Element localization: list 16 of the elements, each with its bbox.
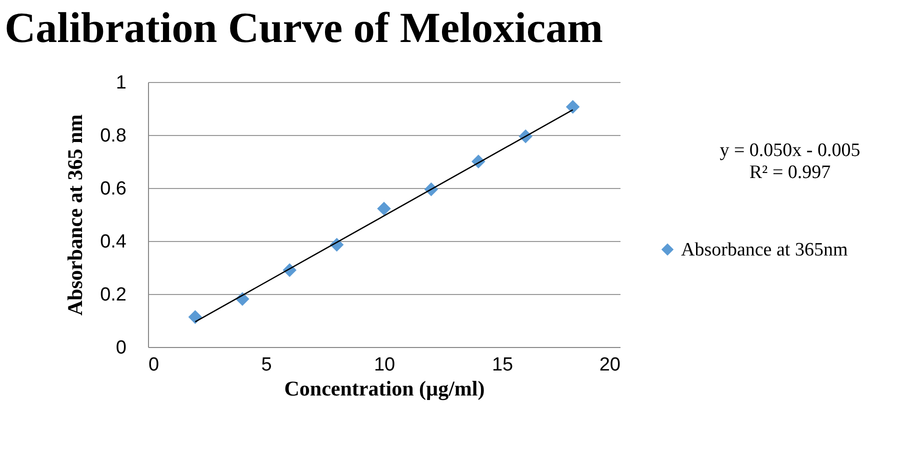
x-tick-label: 15 bbox=[492, 354, 514, 376]
y-tick-label: 0.8 bbox=[100, 126, 126, 146]
x-axis-title: Concentration (µg/ml) bbox=[284, 376, 485, 400]
y-tick-label: 1 bbox=[116, 72, 126, 94]
x-tick-label: 20 bbox=[599, 354, 620, 376]
legend-label: Absorbance at 365nm bbox=[681, 240, 848, 260]
chart-title: Calibration Curve of Meloxicam bbox=[4, 5, 604, 52]
y-tick-label: 0.6 bbox=[100, 178, 126, 200]
y-tick-label: 0.2 bbox=[100, 284, 126, 306]
y-axis-title: Absorbance at 365 nm bbox=[63, 114, 88, 316]
text: y = 0.050x - 0.005 R² = 0.997 bbox=[718, 140, 862, 184]
x-tick-label: 10 bbox=[374, 354, 396, 376]
y-tick-label: 0.4 bbox=[100, 232, 127, 252]
x-tick-label: 0 bbox=[148, 354, 160, 376]
y-tick-label: 0 bbox=[116, 338, 126, 358]
x-tick-label: 5 bbox=[261, 354, 272, 376]
